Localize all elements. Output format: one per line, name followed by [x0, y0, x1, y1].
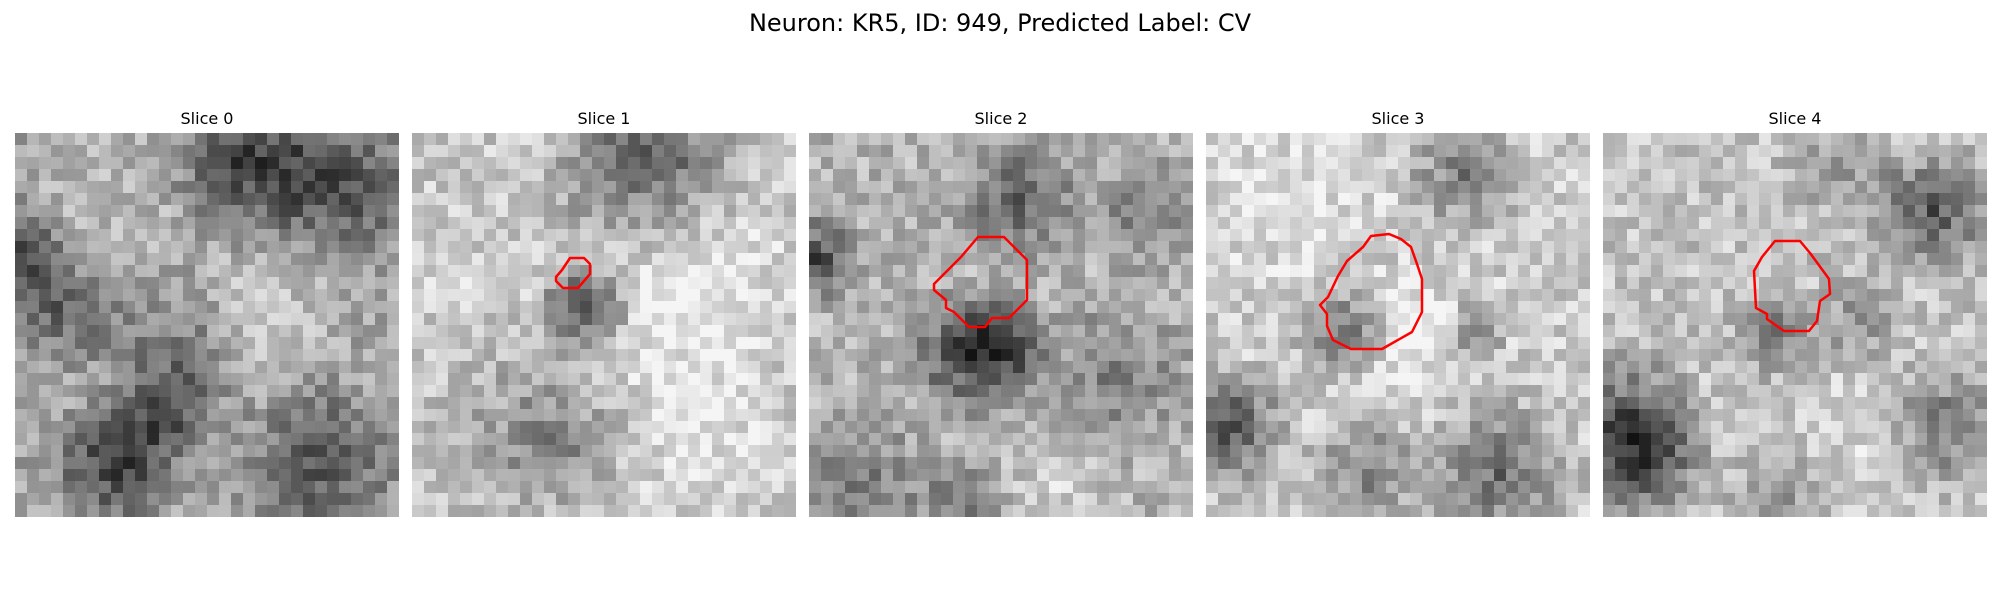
slice-image-2: [809, 133, 1193, 517]
slice-panel-0: Slice 0: [15, 109, 399, 517]
segmentation-contour: [932, 235, 1029, 329]
slice-panel-1: Slice 1: [412, 109, 796, 517]
slice-title: Slice 0: [180, 109, 234, 128]
slice-image-1: [412, 133, 796, 517]
slice-title: Slice 1: [577, 109, 631, 128]
slice-title: Slice 4: [1768, 109, 1822, 128]
slice-image-3: [1206, 133, 1590, 517]
slice-panel-2: Slice 2: [809, 109, 1193, 517]
figure-title: Neuron: KR5, ID: 949, Predicted Label: C…: [748, 9, 1252, 37]
slice-panel-4: Slice 4: [1603, 109, 1987, 517]
slice-title: Slice 2: [974, 109, 1028, 128]
segmentation-contour: [554, 256, 592, 290]
segmentation-contour: [1318, 232, 1424, 351]
slice-image-4: [1603, 133, 1987, 517]
slice-title: Slice 3: [1371, 109, 1425, 128]
slice-image-0: [15, 133, 399, 517]
slice-panel-3: Slice 3: [1206, 109, 1590, 517]
segmentation-contour: [1752, 239, 1832, 333]
